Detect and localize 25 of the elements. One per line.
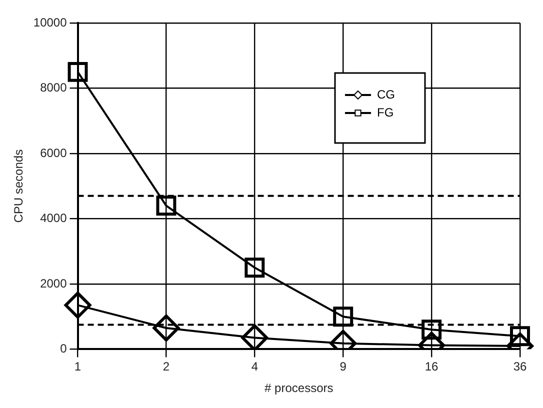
point <box>68 62 88 82</box>
x-tick-label: 1 <box>74 360 82 374</box>
legend-label: CG <box>377 87 395 102</box>
x-tick-label: 4 <box>251 360 258 374</box>
x-tick-label: 9 <box>340 360 347 374</box>
point <box>244 258 265 278</box>
y-tick-label: 8000 <box>40 80 68 95</box>
x-tick-label: 16 <box>424 360 439 374</box>
x-tick-label: 2 <box>162 360 170 374</box>
y-tick-label: 0 <box>60 342 68 356</box>
y-axis-title: CPU seconds <box>12 149 26 223</box>
y-tick-label: 10000 <box>33 15 68 30</box>
y-tick-label: 2000 <box>40 276 68 290</box>
point <box>422 320 442 340</box>
x-axis-title: # processors <box>264 381 334 396</box>
point <box>333 306 354 327</box>
point <box>152 314 180 342</box>
point <box>241 324 268 350</box>
point <box>64 292 92 319</box>
x-tick-label: 36 <box>513 360 527 374</box>
y-tick-label: 4000 <box>40 211 68 226</box>
legend-label: FG <box>377 105 394 120</box>
y-tick-label: 6000 <box>40 146 68 160</box>
point <box>510 326 530 346</box>
point <box>156 196 176 216</box>
